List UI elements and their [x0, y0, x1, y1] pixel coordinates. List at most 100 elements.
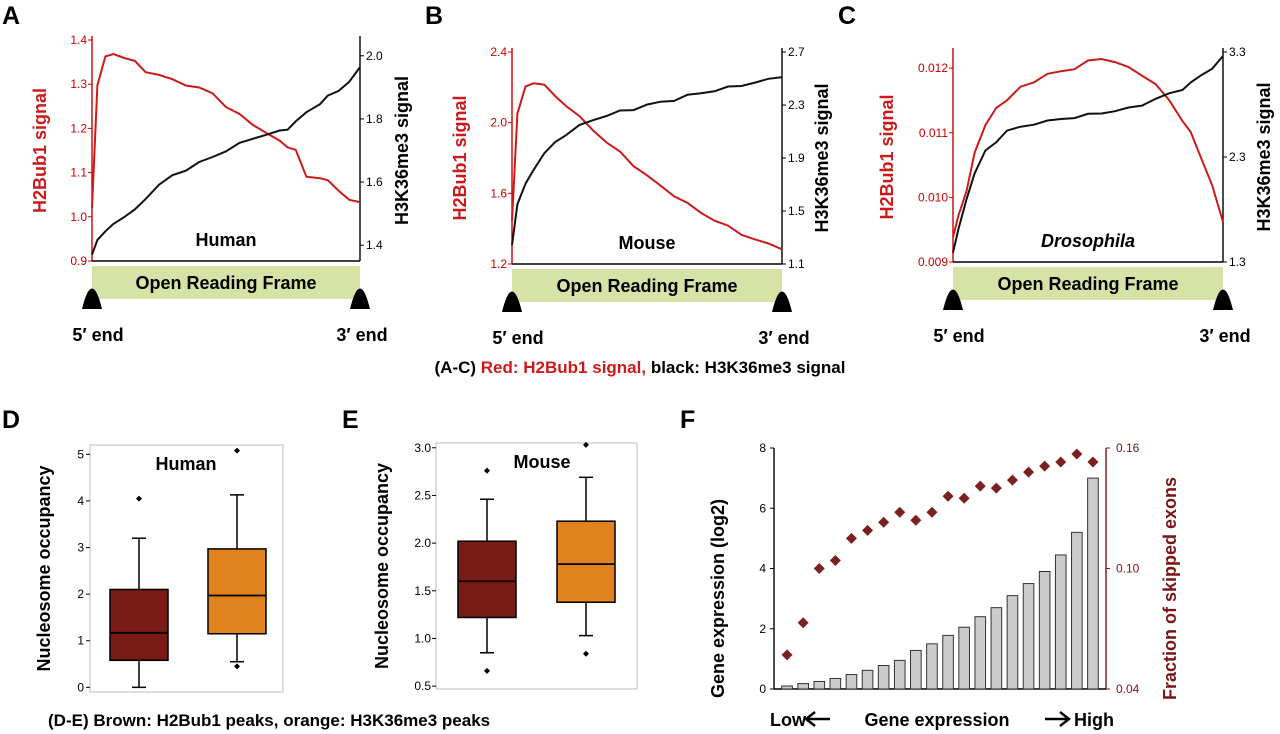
start-arrowhead — [82, 288, 102, 309]
skipped-exon-point — [910, 514, 922, 526]
end-arrowhead — [1213, 289, 1233, 310]
skipped-exon-point — [958, 492, 970, 504]
start-arrowhead — [502, 291, 522, 312]
panel-letter-d: D — [2, 406, 20, 434]
left-tick-label: 4 — [759, 562, 766, 576]
right-tick-label: 0.16 — [1116, 441, 1140, 455]
right-tick-label: 2.0 — [366, 49, 383, 63]
skipped-exon-point — [1071, 448, 1083, 460]
caption-de: (D-E) Brown: H2Bub1 peaks, orange: H3K36… — [48, 711, 490, 730]
orf-band — [953, 267, 1223, 300]
left-tick-label: 0.012 — [918, 61, 948, 75]
chart-panel-b: 2.4 2.0 1.6 1.2 2.7 2.3 1.9 1.5 1.1 H2Bub1 signal… — [450, 45, 832, 348]
x-label-high: High — [1074, 710, 1114, 730]
skipped-exon-point — [797, 617, 809, 629]
h3k36me3-series-line — [511, 76, 783, 246]
y-tick-label: 5 — [77, 447, 84, 461]
outlier-point — [583, 650, 589, 657]
chart-panel-a: 1.4 1.3 1.2 1.1 1.0 0.9 2.0 1.8 1.6 1.4 H2Bub1 sig… — [30, 33, 412, 345]
species-label: Human — [155, 454, 216, 474]
right-tick-label: 1.4 — [366, 238, 383, 252]
h3k36me3-series-line — [91, 66, 361, 256]
h2bub1-series-line — [91, 52, 361, 209]
right-tick-label: 0.04 — [1116, 682, 1140, 696]
species-label: Mouse — [618, 233, 675, 253]
right-axis-title: H3K36me3 signal — [1254, 82, 1274, 231]
right-tick-label: 2.3 — [1229, 150, 1246, 164]
expression-bar — [1022, 583, 1035, 690]
h2bub1-box — [457, 540, 517, 619]
orf-band — [512, 269, 782, 302]
expression-bar — [845, 674, 858, 690]
plot-frame — [435, 442, 638, 690]
left-tick-label: 1.4 — [70, 33, 87, 47]
expression-bar — [958, 626, 970, 690]
right-tick-label: 1.1 — [788, 257, 805, 271]
y-tick-label: 3.0 — [414, 441, 431, 455]
right-axis-title: H3K36me3 signal — [812, 83, 832, 232]
skipped-exon-point — [1055, 456, 1067, 468]
three-prime-end-label: 3′ end — [1199, 326, 1250, 346]
expression-bar — [1087, 477, 1099, 690]
skipped-exon-point — [878, 516, 890, 528]
right-tick-label: 1.6 — [366, 175, 383, 189]
y-axis-title: Nucleosome occupancy — [34, 465, 54, 671]
y-tick-label: 0.5 — [414, 679, 431, 693]
right-tick-label: 3.3 — [1229, 45, 1246, 59]
left-tick-label: 0.011 — [919, 126, 948, 140]
skipped-exon-point — [829, 554, 841, 566]
expression-bar — [990, 607, 1003, 690]
panel-letter-c: C — [838, 2, 856, 30]
expression-bar — [781, 685, 793, 690]
left-tick-label: 1.1 — [70, 166, 87, 180]
y-tick-label: 2.0 — [414, 536, 431, 550]
y-tick-label: 2.5 — [414, 488, 431, 502]
orf-label: Open Reading Frame — [135, 273, 316, 293]
y-tick-label: 1 — [77, 634, 84, 648]
expression-bar — [829, 677, 842, 690]
left-tick-label: 1.0 — [70, 210, 87, 224]
h2bub1-box — [109, 588, 169, 662]
skipped-exon-point — [813, 563, 825, 574]
right-tick-label: 1.9 — [788, 151, 805, 165]
right-arrow-icon — [1045, 711, 1071, 727]
skipped-exon-point — [1023, 466, 1035, 478]
chart-panel-e: 0.5 1.0 1.5 2.0 2.5 3.0 Nucleosome occupancy Mo… — [372, 441, 638, 693]
y-tick-label: 1.0 — [414, 631, 431, 645]
outlier-point — [583, 441, 589, 448]
y-tick-label: 4 — [77, 494, 84, 508]
expression-bar — [910, 649, 922, 690]
expression-bar — [877, 665, 890, 690]
end-arrowhead — [350, 288, 370, 309]
left-axis-title: Gene expression (log2) — [708, 499, 728, 698]
h2bub1-series-line — [511, 82, 783, 251]
skipped-exon-point — [1039, 460, 1051, 472]
right-tick-label: 0.10 — [1116, 562, 1140, 576]
x-label-low: Low — [770, 710, 807, 730]
panel-letter-e: E — [342, 406, 359, 434]
chart-panel-d: 0 1 2 3 4 5 Nucleosome occupancy Human — [34, 444, 284, 694]
left-tick-label: 0.9 — [70, 254, 87, 268]
left-tick-label: 0 — [759, 682, 766, 696]
right-axis-title: H3K36me3 signal — [392, 76, 412, 225]
species-label: Drosophila — [1041, 231, 1135, 251]
left-tick-label: 2.4 — [490, 45, 507, 59]
h3k36me3-box — [207, 548, 267, 635]
left-axis-title: H2Bub1 signal — [877, 94, 897, 219]
expression-bar — [1006, 595, 1019, 690]
skipped-exon-point — [990, 482, 1002, 494]
chart-panel-c: 0.012 0.011 0.010 0.009 3.3 2.3 1.3 H2Bub1 sign… — [877, 45, 1274, 346]
expression-bar — [926, 643, 938, 690]
left-tick-label: 1.3 — [70, 77, 87, 91]
orf-label: Open Reading Frame — [997, 274, 1178, 294]
five-prime-end-label: 5′ end — [492, 328, 543, 348]
skipped-exon-point — [942, 490, 954, 502]
skipped-exon-point — [862, 524, 874, 536]
orf-band — [92, 266, 360, 299]
h3k36me3-box — [556, 520, 616, 603]
end-arrowhead — [772, 291, 792, 312]
h3k36me3-series-line — [952, 55, 1224, 253]
orf-label: Open Reading Frame — [556, 276, 737, 296]
three-prime-end-label: 3′ end — [758, 328, 809, 348]
